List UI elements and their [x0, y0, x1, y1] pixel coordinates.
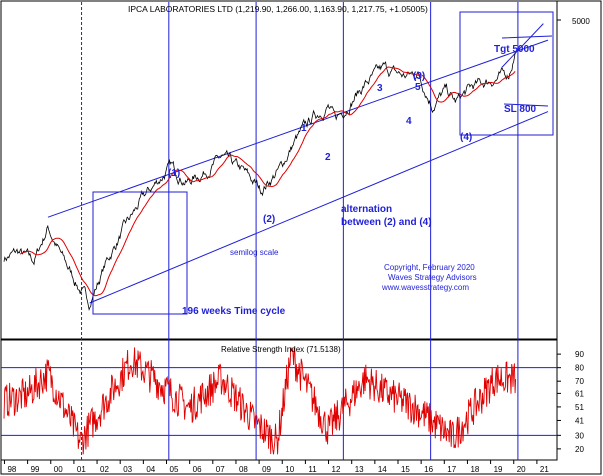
y-tick-label: 5000 [572, 17, 590, 26]
copyright-text: Copyright, February 2020 [384, 263, 475, 272]
cycle-box [92, 191, 188, 315]
rsi-y-tick-label: 90 [575, 350, 584, 359]
wave-label: (2) [263, 214, 275, 225]
x-tick-label: 00 [54, 465, 63, 474]
x-tick-label: 04 [146, 465, 155, 474]
x-tick-label: 02 [100, 465, 109, 474]
x-tick-label: 05 [170, 465, 179, 474]
advisors-text: Waves Strategy Advisors [388, 273, 477, 282]
semilog-annotation: semilog scale [230, 248, 279, 257]
upper-channel-line [47, 39, 549, 218]
wave-label: (3) [413, 71, 425, 82]
x-tick-label: 08 [239, 465, 248, 474]
target-box [459, 11, 554, 136]
x-tick-label: 07 [216, 465, 225, 474]
rsi-y-tick-label: 61 [575, 389, 584, 398]
stop-loss-label: SL 800 [504, 104, 536, 115]
price-panel [0, 0, 558, 340]
price-series-line [3, 52, 516, 311]
x-tick-label: 21 [540, 465, 549, 474]
x-tick-label: 12 [332, 465, 341, 474]
wave-label: 1 [301, 123, 307, 134]
wave-label: 3 [377, 83, 383, 94]
wave-label: (1) [168, 168, 180, 179]
target-projection-marks [501, 35, 553, 107]
x-tick-label: 16 [424, 465, 433, 474]
x-tick-label: 98 [7, 465, 16, 474]
x-tick-label: 18 [470, 465, 479, 474]
x-tick-label: 01 [77, 465, 86, 474]
rsi-y-tick-label: 80 [575, 364, 584, 373]
wave-label: (4) [460, 132, 472, 143]
x-tick-label: 17 [447, 465, 456, 474]
wave-label: 4 [406, 116, 412, 127]
rsi-y-tick-label: 51 [575, 403, 584, 412]
x-tick-label: 09 [262, 465, 271, 474]
x-tick-label: 03 [123, 465, 132, 474]
target-label: Tgt 5000 [494, 44, 535, 55]
x-tick-label: 15 [401, 465, 410, 474]
rsi-y-tick-label: 20 [575, 445, 584, 454]
x-tick-label: 20 [517, 465, 526, 474]
website-text: www.wavesstrategy.com [381, 283, 469, 292]
target-trend-line [501, 23, 544, 68]
x-tick-label: 13 [355, 465, 364, 474]
wave-label: 5 [415, 82, 421, 93]
x-tick-label: 11 [308, 465, 317, 474]
chart-title: IPCA LABORATORIES LTD (1,219.90, 1,266.0… [128, 4, 428, 14]
x-tick-label: 06 [193, 465, 202, 474]
x-tick-label: 19 [494, 465, 503, 474]
rsi-y-tick-label: 70 [575, 377, 584, 386]
moving-average-line [19, 66, 516, 297]
x-tick-label: 99 [31, 465, 40, 474]
rsi-series-line [3, 347, 517, 455]
x-tick-label: 14 [378, 465, 387, 474]
rsi-y-tick-label: 41 [575, 416, 584, 425]
rsi-title: Relative Strength Index (71.5138) [221, 345, 341, 354]
rsi-y-tick-label: 30 [575, 431, 584, 440]
time-cycle-annotation: 196 weeks Time cycle [182, 306, 286, 317]
lower-channel-line [89, 111, 549, 304]
wave-label: 2 [325, 152, 331, 163]
x-tick-label: 10 [285, 465, 294, 474]
alternation-annotation: alternation between (2) and (4) [341, 204, 432, 228]
